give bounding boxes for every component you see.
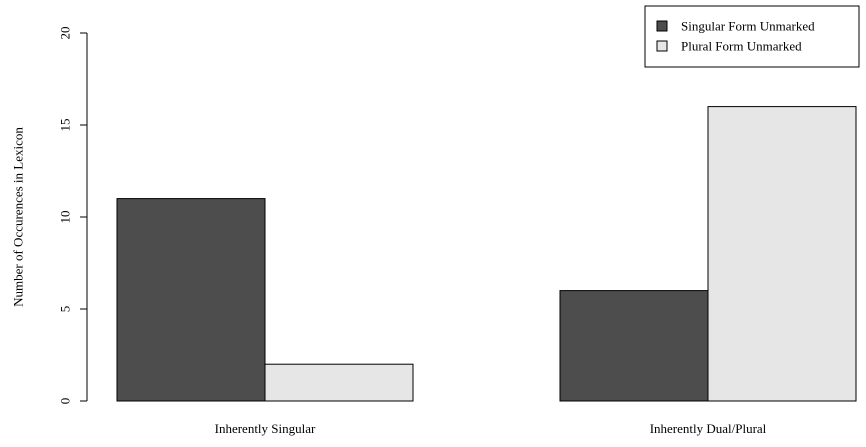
legend-swatch <box>656 40 668 52</box>
y-axis-label: Number of Occurences in Lexicon <box>11 127 26 307</box>
y-tick-label: 20 <box>58 27 73 40</box>
legend-label: Singular Form Unmarked <box>681 19 815 34</box>
bar-plural-unmarked <box>707 106 857 402</box>
legend-label: Plural Form Unmarked <box>681 39 802 54</box>
x-tick-label: Inherently Dual/Plural <box>650 421 767 436</box>
legend: Singular Form Unmarked Plural Form Unmark… <box>644 5 860 68</box>
legend-box <box>644 5 860 68</box>
y-tick-label: 10 <box>58 211 73 224</box>
legend-swatch <box>656 20 668 32</box>
y-tick-label: 0 <box>58 398 73 405</box>
y-axis: 0 5 10 15 20 <box>58 27 88 405</box>
y-tick-label: 15 <box>58 119 73 132</box>
x-axis-labels: Inherently Singular Inherently Dual/Plura… <box>215 421 767 436</box>
bar-singular-unmarked <box>116 198 266 402</box>
bar-plural-unmarked <box>264 363 414 402</box>
x-tick-label: Inherently Singular <box>215 421 316 436</box>
y-tick-label: 5 <box>58 306 73 313</box>
bars <box>116 106 857 402</box>
bar-singular-unmarked <box>559 290 709 402</box>
